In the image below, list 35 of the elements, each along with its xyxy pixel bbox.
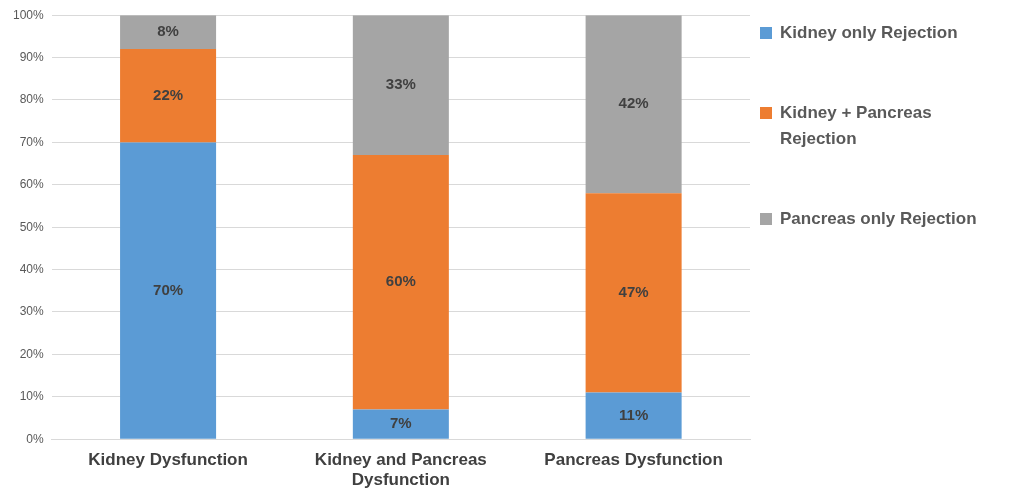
- x-tick-label: Kidney and Pancreas Dysfunction: [314, 450, 487, 490]
- y-tick-label: 10%: [19, 389, 45, 404]
- y-tick-label: 90%: [19, 49, 45, 64]
- data-label: 11%: [619, 405, 649, 423]
- bar: [585, 193, 682, 393]
- y-tick-label: 40%: [19, 261, 45, 276]
- x-tick-label: Pancreas Dysfunction: [544, 450, 723, 470]
- y-tick-label: 20%: [19, 346, 45, 361]
- data-label: 33%: [385, 75, 416, 93]
- data-label: 8%: [157, 22, 179, 40]
- data-label: 42%: [618, 94, 649, 112]
- bar: [585, 392, 682, 439]
- y-tick-label: 80%: [19, 92, 45, 107]
- y-tick-label: 0%: [26, 431, 45, 446]
- legend-label: Kidney + Pancreas Rejection: [780, 102, 933, 150]
- data-label: 47%: [618, 283, 649, 301]
- bar: [585, 15, 682, 194]
- legend-label: Pancreas only Rejection: [780, 208, 977, 230]
- data-label: 70%: [153, 280, 184, 298]
- bar: [120, 142, 217, 439]
- bar: [120, 15, 217, 50]
- data-label: 7%: [390, 414, 412, 432]
- bar: [352, 15, 449, 156]
- data-label: 60%: [385, 272, 416, 290]
- y-tick-label: 30%: [19, 304, 45, 319]
- y-tick-label: 50%: [19, 219, 45, 234]
- y-tick-label: 100%: [12, 7, 45, 22]
- y-tick-label: 60%: [19, 177, 45, 192]
- legend-label: Kidney only Rejection: [780, 22, 958, 44]
- x-tick-label: Kidney Dysfunction: [88, 450, 248, 470]
- bar: [352, 155, 449, 410]
- bar: [120, 49, 217, 143]
- data-label: 22%: [153, 85, 184, 103]
- bar: [352, 409, 449, 439]
- y-tick-label: 70%: [19, 134, 45, 149]
